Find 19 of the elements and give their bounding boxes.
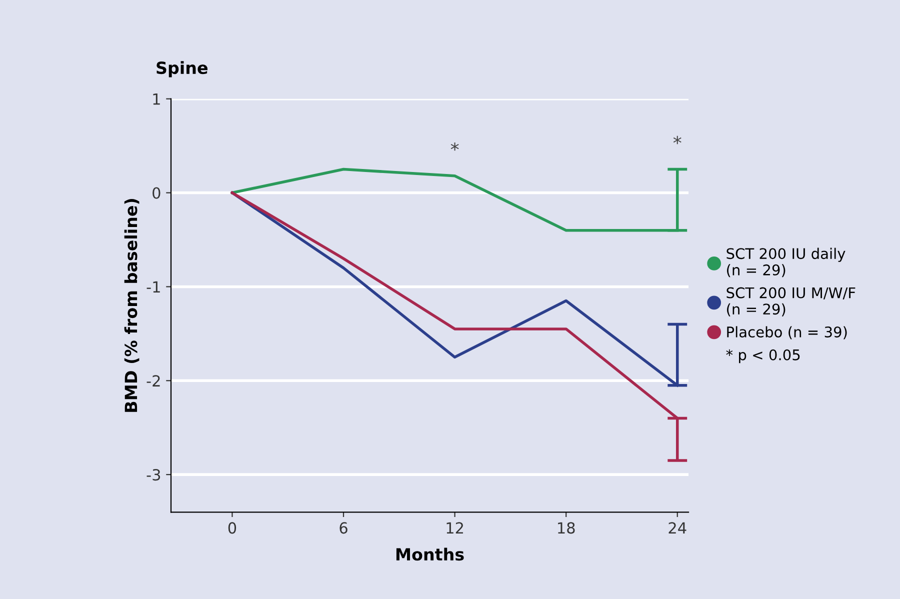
y-tick-label: -3 — [146, 469, 160, 481]
x-tick-label: 18 — [558, 522, 575, 534]
y-tick-label: -2 — [146, 375, 160, 386]
x-tick-label: 12 — [446, 522, 463, 534]
x-tick-label: 6 — [340, 522, 348, 534]
chart-title: Spine — [156, 61, 208, 78]
y-axis-title: BMD (% from baseline) — [124, 199, 140, 412]
text: * p < 0.05 — [726, 349, 800, 364]
legend-label: Placebo (n = 39) — [727, 326, 847, 340]
legend-label: SCT 200 IU M/W/F (n = 29) — [726, 287, 856, 316]
y-tick-label: -1 — [146, 281, 160, 293]
legend-label: SCT 200 IU daily (n = 29) — [726, 248, 846, 278]
y-tick-label: 1 — [153, 94, 160, 105]
x-tick-label: 0 — [228, 522, 236, 534]
annotation: * — [450, 142, 459, 151]
annotation: * — [673, 136, 682, 144]
x-tick-label: 24 — [668, 522, 686, 534]
x-axis-title: Months — [396, 548, 464, 561]
y-tick-label: 0 — [152, 187, 160, 199]
